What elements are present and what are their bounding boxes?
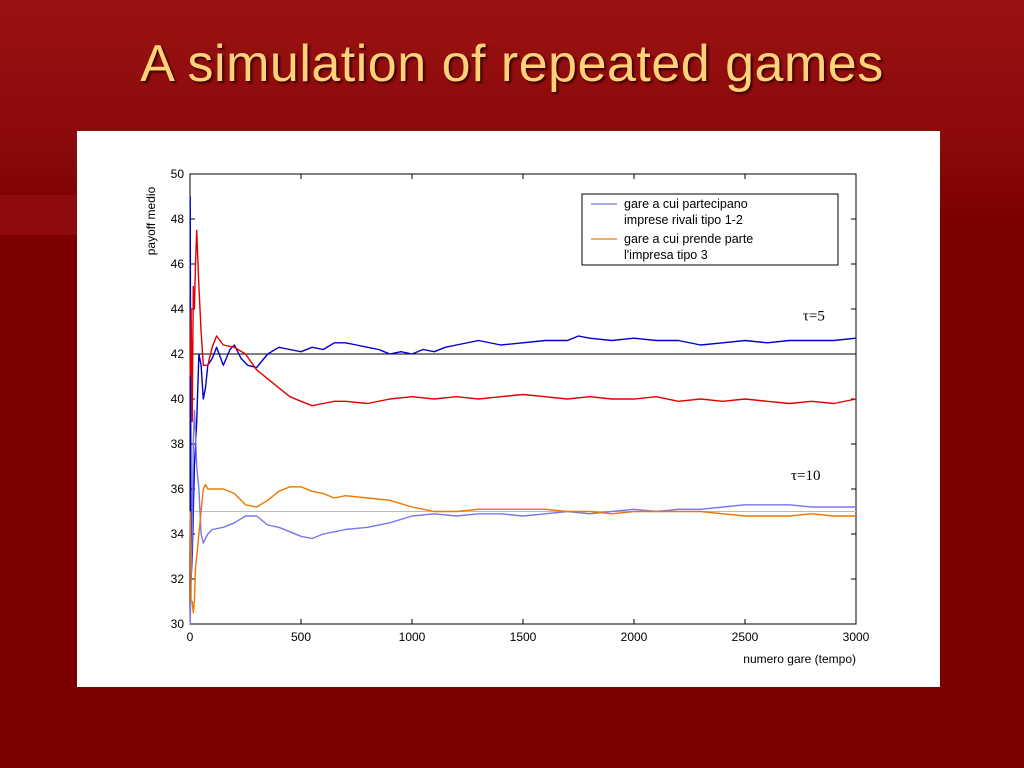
y-tick-label-2: 34	[171, 527, 185, 541]
x-tick-label-3: 1500	[510, 630, 537, 644]
legend-entry-0-line-1: imprese rivali tipo 1-2	[624, 213, 743, 227]
y-tick-label-4: 38	[171, 437, 185, 451]
legend-entry-1-line-0: gare a cui prende parte	[624, 232, 753, 246]
y-tick-label-10: 50	[171, 167, 185, 181]
x-tick-label-4: 2000	[621, 630, 648, 644]
legend-entry-0-line-0: gare a cui partecipano	[624, 197, 748, 211]
annotation-tau-5: τ=5	[803, 308, 825, 324]
legend: gare a cui partecipano imprese rivali ti…	[581, 193, 839, 266]
legend-box	[581, 193, 839, 266]
x-tick-label-0: 0	[187, 630, 194, 644]
y-axis-label: payoff medio	[144, 186, 158, 255]
y-tick-label-0: 30	[171, 617, 185, 631]
x-tick-label-5: 2500	[732, 630, 759, 644]
y-tick-label-5: 40	[171, 392, 185, 406]
background-wedge	[0, 195, 80, 235]
annotation-tau-10: τ=10	[791, 468, 821, 484]
x-tick-label-1: 500	[291, 630, 311, 644]
series-line-1	[189, 229, 857, 423]
x-axis-label: numero gare (tempo)	[743, 652, 856, 666]
y-tick-label-9: 48	[171, 212, 185, 226]
y-tick-label-1: 32	[171, 572, 185, 586]
series-lines	[189, 196, 857, 625]
x-tick-label-6: 3000	[843, 630, 870, 644]
reference-lines	[190, 353, 856, 512]
series-line-3	[189, 483, 856, 614]
y-tick-label-6: 42	[171, 347, 185, 361]
slide-title: A simulation of repeated games	[140, 35, 884, 93]
chart-panel: 30 32 34 36 38 40 42 44 46 48 50 0 500 1000 1500 2000 25…	[77, 131, 940, 687]
series-line-2	[189, 409, 856, 625]
x-tick-label-2: 1000	[399, 630, 426, 644]
y-tick-label-7: 44	[171, 302, 185, 316]
legend-entry-1-line-1: l'impresa tipo 3	[624, 248, 708, 262]
y-tick-label-8: 46	[171, 257, 185, 271]
y-tick-label-3: 36	[171, 482, 185, 496]
